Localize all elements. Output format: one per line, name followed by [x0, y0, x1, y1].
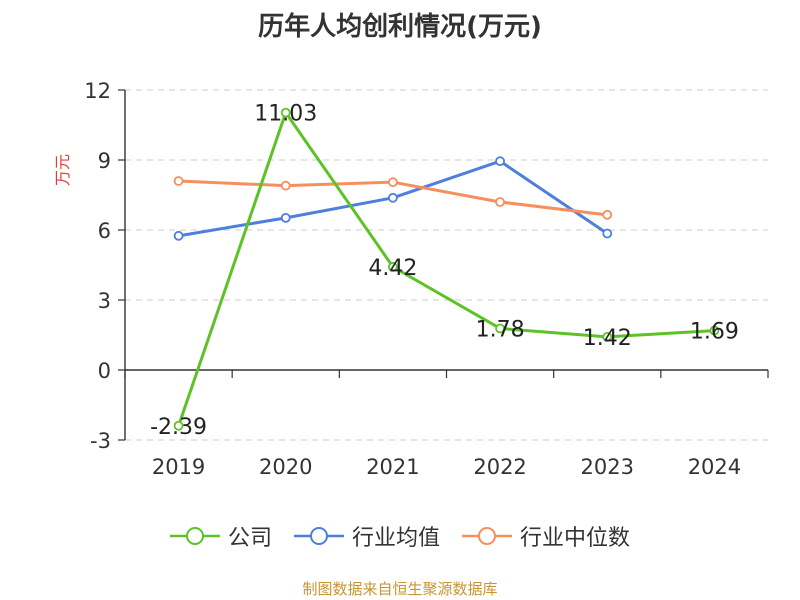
data-point	[602, 209, 613, 220]
x-tick-label: 2024	[688, 455, 741, 479]
legend-line-marker-icon	[169, 527, 220, 545]
data-label: -2.39	[150, 415, 207, 440]
data-point	[173, 420, 184, 431]
x-tick-label: 2020	[259, 455, 312, 479]
legend-label: 行业均值	[351, 526, 440, 551]
data-point	[495, 197, 505, 207]
data-label: 11.03	[254, 102, 317, 127]
legend-line-marker-icon	[462, 527, 512, 545]
data-point	[388, 261, 398, 272]
data-point	[602, 228, 613, 239]
data-point	[602, 331, 613, 342]
x-tick-label: 2021	[366, 455, 419, 479]
data-point	[495, 156, 505, 167]
y-tick-label: 12	[84, 79, 111, 103]
chart-title: 历年人均创利情况(万元)	[258, 12, 542, 42]
y-axis-label: 万元	[53, 154, 72, 186]
data-label: 1.69	[690, 320, 739, 345]
y-tick-label: 6	[98, 219, 111, 243]
data-point	[280, 180, 291, 191]
x-tick-label: 2022	[473, 455, 526, 479]
data-labels: -2.39 11.03 4.42 1.78 1.42 1.69	[150, 102, 739, 440]
axes: -3 0 3 6 9 12 2019 2020 2021 2022 2023 2024 万元	[53, 79, 769, 479]
legend-line-marker-icon	[293, 527, 344, 545]
data-point	[388, 192, 398, 203]
x-tick-label: 2019	[152, 455, 205, 479]
source-note: 制图数据来自恒生聚源数据库	[302, 580, 498, 598]
x-tick-label: 2023	[581, 455, 634, 479]
data-point	[709, 325, 720, 336]
data-point	[388, 177, 398, 188]
data-point	[280, 212, 291, 223]
legend-item[interactable]: 行业均值	[293, 520, 440, 552]
data-label: 1.78	[476, 317, 525, 342]
data-label: 4.42	[368, 256, 417, 281]
y-tick-label: 0	[98, 359, 111, 383]
legend-item[interactable]: 公司	[169, 520, 272, 552]
legend-label: 行业中位数	[520, 526, 631, 551]
data-point	[173, 176, 184, 186]
y-tick-label: 9	[98, 149, 111, 173]
legend-item[interactable]: 行业中位数	[462, 520, 630, 552]
y-tick-label: -3	[90, 429, 111, 453]
series-lines	[173, 107, 720, 431]
data-point	[173, 230, 184, 241]
grid-lines	[125, 89, 768, 441]
y-tick-label: 3	[98, 289, 111, 313]
legend-label: 公司	[227, 526, 272, 551]
data-label: 1.42	[583, 326, 632, 351]
data-point	[495, 323, 505, 334]
legend: 公司 行业均值 行业中位数	[0, 520, 800, 552]
series-line	[177, 111, 715, 427]
data-point	[280, 107, 291, 118]
